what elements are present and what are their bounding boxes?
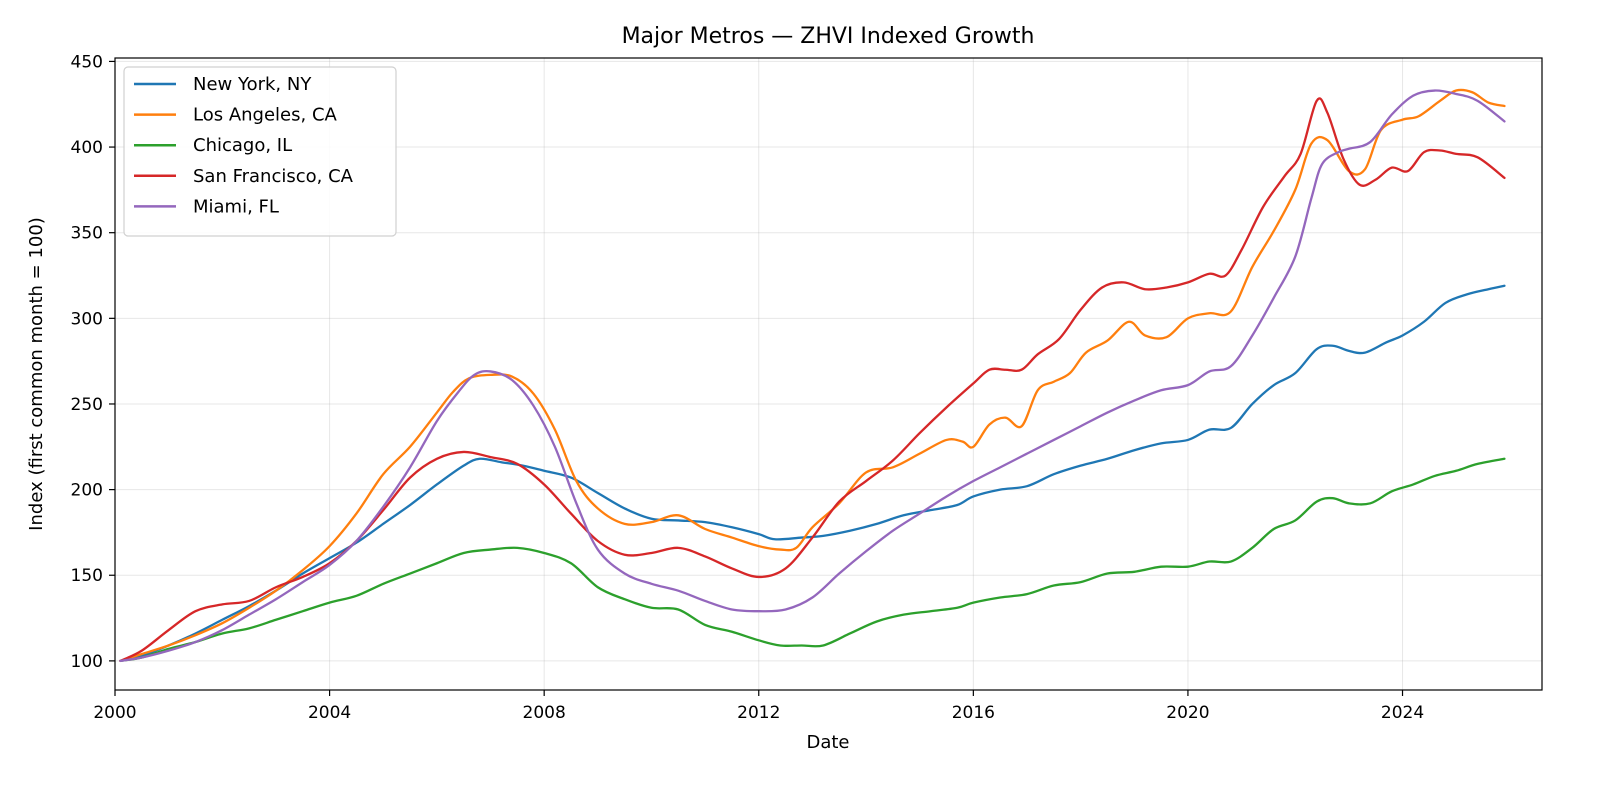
axis-ticks: 2000 2004 2008 2012 2016 2020 2024 100 150 200 250… [71,52,1425,723]
series-line-san-francisco-ca [119,97,1506,663]
legend-label-chicago-il: Chicago, IL [193,135,292,156]
x-tick-label: 2020 [1166,703,1209,723]
y-axis-label: Index (first common month = 100) [26,217,47,531]
y-tick-label: 200 [71,481,103,501]
x-tick-label: 2024 [1381,703,1424,723]
chart-title: Major Metros — ZHVI Indexed Growth [622,24,1035,49]
x-tick-label: 2004 [308,703,351,723]
y-tick-label: 150 [71,566,103,586]
series-line-chicago-il [119,457,1506,663]
x-tick-label: 2008 [523,703,566,723]
y-tick-label: 400 [71,138,103,158]
x-tick-label: 2012 [737,703,780,723]
y-tick-label: 300 [71,309,103,329]
legend: New York, NY Los Angeles, CA Chicago, IL Sa… [123,66,397,237]
series-line-new-york-ny [119,284,1506,663]
series-lines [119,88,1506,663]
x-axis-label: Date [806,732,849,753]
y-tick-label: 450 [71,52,103,72]
plot-frame [114,57,1543,691]
legend-label-miami-fl: Miami, FL [193,196,279,217]
legend-frame [123,66,397,237]
legend-label-los-angeles-ca: Los Angeles, CA [193,105,338,126]
legend-label-san-francisco-ca: San Francisco, CA [193,166,354,187]
y-tick-label: 350 [71,224,103,244]
series-line-los-angeles-ca [119,88,1506,663]
y-tick-label: 100 [71,652,103,672]
legend-label-new-york-ny: New York, NY [193,74,312,95]
grid [114,58,1542,690]
y-tick-label: 250 [71,395,103,415]
series-line-miami-fl [119,89,1506,663]
x-tick-label: 2000 [93,703,136,723]
x-tick-label: 2016 [952,703,995,723]
